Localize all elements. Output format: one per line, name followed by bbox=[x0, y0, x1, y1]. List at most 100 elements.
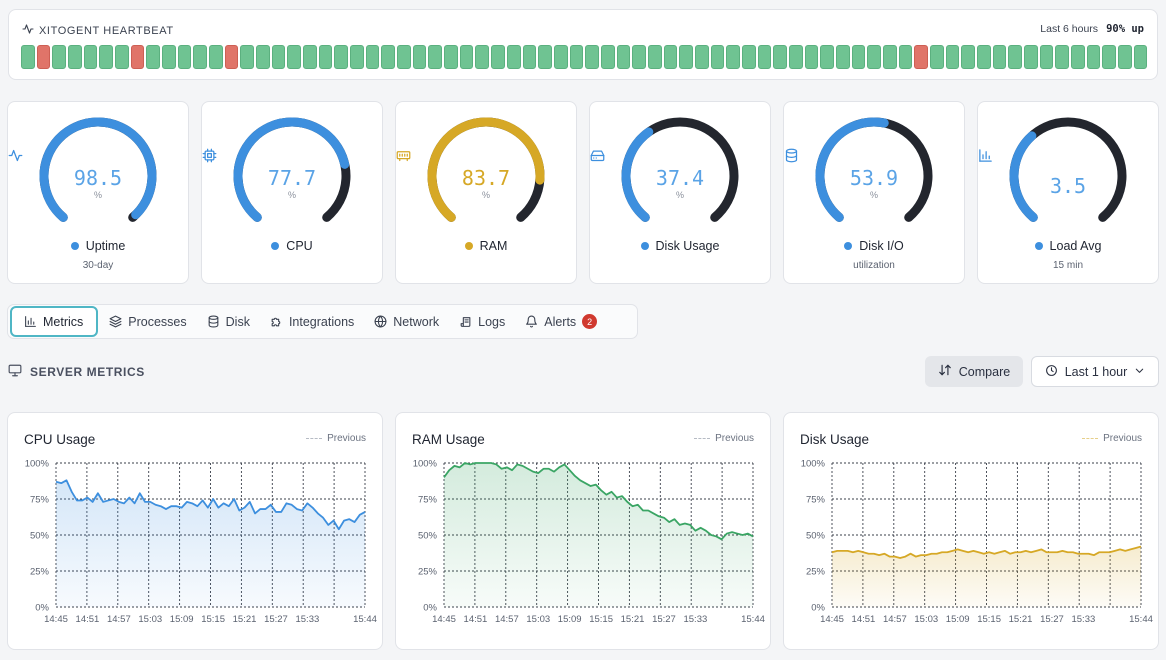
chart-plot: 0% 25% 50% 75% 100% 14:45 14:51 14:57 15:03 15:09… bbox=[25, 459, 377, 626]
heartbeat-bar-up[interactable] bbox=[820, 45, 834, 69]
heartbeat-bar-up[interactable] bbox=[1118, 45, 1132, 69]
heartbeat-bar-up[interactable] bbox=[318, 45, 333, 69]
heartbeat-bar-up[interactable] bbox=[162, 45, 176, 69]
heartbeat-bar-up[interactable] bbox=[381, 45, 396, 69]
heartbeat-bar-up[interactable] bbox=[710, 45, 725, 69]
heartbeat-bar-up[interactable] bbox=[475, 45, 490, 69]
heartbeat-bar-up[interactable] bbox=[365, 45, 380, 69]
bar-chart-icon bbox=[24, 315, 37, 328]
heartbeat-bar-up[interactable] bbox=[1102, 45, 1117, 69]
heartbeat-bar-up[interactable] bbox=[632, 45, 646, 69]
heartbeat-bar-up[interactable] bbox=[757, 45, 772, 69]
heartbeat-bar-up[interactable] bbox=[193, 45, 208, 69]
heartbeat-bar-up[interactable] bbox=[600, 45, 615, 69]
heartbeat-bar-up[interactable] bbox=[52, 45, 67, 69]
heartbeat-bar-up[interactable] bbox=[68, 45, 82, 69]
heartbeat-bar-up[interactable] bbox=[177, 45, 192, 69]
tab-disk[interactable]: Disk bbox=[198, 306, 259, 337]
heartbeat-bar-up[interactable] bbox=[804, 45, 819, 69]
gauge-card-load-avg[interactable]: 3.5 Load Avg 15 min bbox=[977, 101, 1159, 284]
heartbeat-bar-up[interactable] bbox=[867, 45, 881, 69]
heartbeat-bar-up[interactable] bbox=[851, 45, 866, 69]
heartbeat-bar-up[interactable] bbox=[663, 45, 678, 69]
heartbeat-bar-up[interactable] bbox=[553, 45, 568, 69]
heartbeat-bar-up[interactable] bbox=[146, 45, 161, 69]
heartbeat-bar-up[interactable] bbox=[1133, 45, 1148, 69]
chart-legend[interactable]: Previous bbox=[1082, 433, 1142, 444]
tab-processes[interactable]: Processes bbox=[100, 306, 195, 337]
heartbeat-bar-up[interactable] bbox=[99, 45, 114, 69]
tab-label: Alerts bbox=[544, 314, 577, 329]
heartbeat-bar-down[interactable] bbox=[130, 45, 145, 69]
heartbeat-bar-up[interactable] bbox=[976, 45, 991, 69]
heartbeat-bar-up[interactable] bbox=[428, 45, 443, 69]
heartbeat-bar-up[interactable] bbox=[929, 45, 944, 69]
chart-legend[interactable]: Previous bbox=[694, 433, 754, 444]
heartbeat-bar-up[interactable] bbox=[256, 45, 270, 69]
x-tick-label: 15:33 bbox=[683, 614, 707, 625]
x-tick-label: 15:27 bbox=[652, 614, 676, 625]
heartbeat-bar-up[interactable] bbox=[1039, 45, 1054, 69]
heartbeat-bar-up[interactable] bbox=[506, 45, 521, 69]
heartbeat-bar-up[interactable] bbox=[773, 45, 787, 69]
time-range-select[interactable]: Last 1 hour bbox=[1031, 356, 1159, 387]
heartbeat-bar-up[interactable] bbox=[961, 45, 975, 69]
heartbeat-bar-up[interactable] bbox=[992, 45, 1007, 69]
heartbeat-bar-up[interactable] bbox=[522, 45, 537, 69]
heartbeat-bar-up[interactable] bbox=[240, 45, 255, 69]
heartbeat-bar-up[interactable] bbox=[741, 45, 756, 69]
heartbeat-bar-up[interactable] bbox=[1024, 45, 1038, 69]
heartbeat-bar-up[interactable] bbox=[679, 45, 693, 69]
legend-label: Previous bbox=[715, 433, 754, 444]
heartbeat-bar-up[interactable] bbox=[397, 45, 411, 69]
gauge-card-ram[interactable]: 83.7% RAM bbox=[395, 101, 577, 284]
heartbeat-bar-up[interactable] bbox=[788, 45, 803, 69]
tab-integrations[interactable]: Integrations bbox=[261, 306, 363, 337]
chart-legend[interactable]: Previous bbox=[306, 433, 366, 444]
heartbeat-bar-up[interactable] bbox=[334, 45, 349, 69]
heartbeat-bar-up[interactable] bbox=[459, 45, 474, 69]
heartbeat-bar-up[interactable] bbox=[1008, 45, 1022, 69]
tab-logs[interactable]: Logs bbox=[450, 306, 514, 337]
x-tick-label: 14:51 bbox=[76, 614, 100, 625]
x-tick-label: 15:33 bbox=[295, 614, 319, 625]
y-tick-label: 75% bbox=[806, 495, 826, 506]
heartbeat-bar-up[interactable] bbox=[209, 45, 223, 69]
heartbeat-bar-up[interactable] bbox=[444, 45, 458, 69]
heartbeat-bar-up[interactable] bbox=[647, 45, 662, 69]
heartbeat-bar-up[interactable] bbox=[1071, 45, 1085, 69]
heartbeat-bar-up[interactable] bbox=[945, 45, 960, 69]
heartbeat-bar-up[interactable] bbox=[898, 45, 913, 69]
heartbeat-bar-up[interactable] bbox=[287, 45, 302, 69]
heartbeat-bar-up[interactable] bbox=[491, 45, 505, 69]
gauge-card-disk-i-o[interactable]: 53.9% Disk I/O utilization bbox=[783, 101, 965, 284]
heartbeat-bar-up[interactable] bbox=[350, 45, 364, 69]
tab-alerts[interactable]: Alerts 2 bbox=[516, 306, 606, 337]
heartbeat-bar-up[interactable] bbox=[616, 45, 631, 69]
heartbeat-bar-down[interactable] bbox=[224, 45, 239, 69]
tab-metrics[interactable]: Metrics bbox=[10, 306, 99, 337]
heartbeat-bar-up[interactable] bbox=[303, 45, 317, 69]
gauge-card-uptime[interactable]: 98.5% Uptime 30-day bbox=[7, 101, 189, 284]
heartbeat-bar-up[interactable] bbox=[21, 45, 35, 69]
bell-icon bbox=[525, 315, 538, 328]
heartbeat-bar-up[interactable] bbox=[538, 45, 552, 69]
heartbeat-bar-up[interactable] bbox=[271, 45, 286, 69]
heartbeat-bar-up[interactable] bbox=[835, 45, 850, 69]
heartbeat-bar-down[interactable] bbox=[36, 45, 51, 69]
heartbeat-bar-up[interactable] bbox=[569, 45, 584, 69]
compare-button[interactable]: Compare bbox=[925, 356, 1023, 387]
heartbeat-bar-down[interactable] bbox=[914, 45, 928, 69]
heartbeat-bar-up[interactable] bbox=[412, 45, 427, 69]
heartbeat-bar-up[interactable] bbox=[585, 45, 599, 69]
gauge-card-cpu[interactable]: 77.7% CPU bbox=[201, 101, 383, 284]
heartbeat-bar-up[interactable] bbox=[83, 45, 98, 69]
gauge-card-disk-usage[interactable]: 37.4% Disk Usage bbox=[589, 101, 771, 284]
heartbeat-bar-up[interactable] bbox=[726, 45, 740, 69]
tab-network[interactable]: Network bbox=[365, 306, 448, 337]
heartbeat-bar-up[interactable] bbox=[115, 45, 129, 69]
heartbeat-bar-up[interactable] bbox=[1086, 45, 1101, 69]
heartbeat-bar-up[interactable] bbox=[882, 45, 897, 69]
heartbeat-bar-up[interactable] bbox=[694, 45, 709, 69]
heartbeat-bar-up[interactable] bbox=[1055, 45, 1070, 69]
